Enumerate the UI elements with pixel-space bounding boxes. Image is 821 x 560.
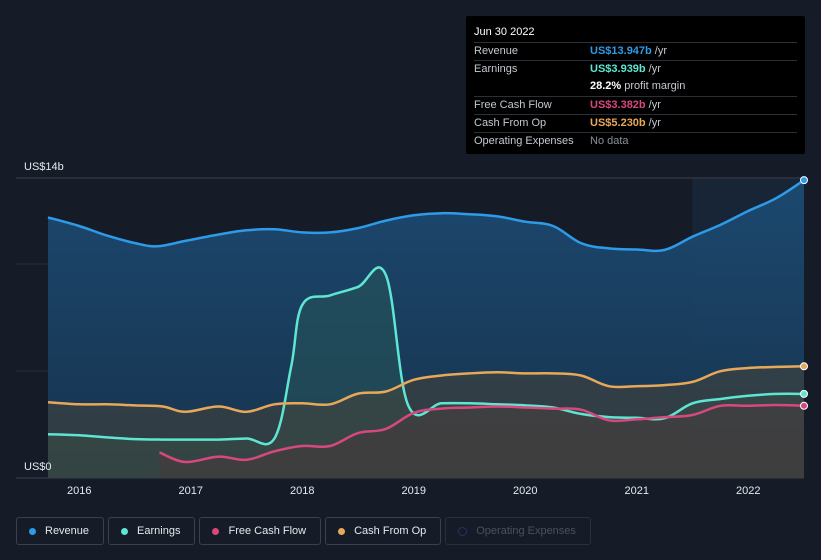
tooltip-row-value: US$3.939b/yr bbox=[590, 63, 661, 76]
x-tick-label: 2018 bbox=[290, 485, 314, 497]
tooltip-row-value: 28.2% profit margin bbox=[590, 80, 686, 93]
y-axis-bottom-label: US$0 bbox=[24, 461, 52, 473]
legend-item-operating-expenses[interactable]: Operating Expenses bbox=[445, 517, 591, 545]
tooltip-row-value: US$5.230b/yr bbox=[590, 116, 661, 129]
revenue-line bbox=[47, 179, 805, 253]
legend-label: Free Cash Flow bbox=[228, 525, 307, 537]
tooltip-row-profit-margin: 28.2% profit margin bbox=[474, 78, 797, 95]
tooltip-row-label bbox=[474, 78, 590, 95]
tooltip-rows: Revenue US$13.947b/yr Earnings US$3.939b/yr… bbox=[474, 42, 797, 150]
tooltip-row-label: Revenue bbox=[474, 45, 519, 57]
tooltip-row-free-cash-flow: Free Cash Flow US$3.382b/yr bbox=[474, 95, 797, 114]
x-tick-label: 2019 bbox=[401, 485, 425, 497]
tooltip-row-label: Operating Expenses bbox=[474, 134, 574, 147]
tooltip-date: Jun 30 2022 bbox=[474, 26, 535, 38]
tooltip-row-label: Earnings bbox=[474, 63, 518, 76]
tooltip-row-earnings: Earnings US$3.939b/yr bbox=[474, 60, 797, 78]
x-tick-label: 2016 bbox=[67, 485, 91, 497]
y-axis-top-label: US$14b bbox=[24, 161, 64, 173]
legend-label: Earnings bbox=[137, 525, 181, 537]
revenue-endpoint bbox=[800, 176, 808, 185]
free-cash-flow-line bbox=[159, 403, 805, 464]
tooltip-row-label: Free Cash Flow bbox=[474, 98, 552, 111]
x-tick-label: 2020 bbox=[513, 485, 537, 497]
x-axis-ticks: 2016 2017 2018 2019 2020 2021 2022 bbox=[67, 485, 761, 497]
legend-label: Operating Expenses bbox=[476, 525, 576, 537]
legend-dot-icon bbox=[338, 527, 346, 535]
series-endpoints bbox=[800, 176, 808, 410]
tooltip-row-revenue: Revenue US$13.947b/yr bbox=[474, 42, 797, 60]
legend-dot-icon bbox=[121, 527, 129, 535]
cash-from-op-endpoint bbox=[800, 362, 808, 371]
legend-item-free-cash-flow[interactable]: Free Cash Flow bbox=[199, 517, 322, 545]
legend-dot-icon bbox=[458, 526, 468, 536]
tooltip-row-operating-expenses: Operating Expenses No data bbox=[474, 131, 797, 150]
tooltip-row-value: US$13.947b/yr bbox=[590, 45, 667, 57]
x-tick-label: 2021 bbox=[625, 485, 649, 497]
tooltip-row-value: US$3.382b/yr bbox=[590, 98, 661, 111]
legend-label: Revenue bbox=[45, 525, 90, 537]
x-tick-label: 2017 bbox=[178, 485, 202, 497]
cash-from-op-line bbox=[47, 365, 805, 414]
tooltip-row-label: Cash From Op bbox=[474, 116, 547, 129]
legend-dot-icon bbox=[29, 527, 36, 535]
legend-item-revenue[interactable]: Revenue bbox=[16, 517, 105, 545]
cash-from-op-area bbox=[48, 366, 804, 478]
series-lines bbox=[47, 179, 805, 464]
legend-dot-icon bbox=[212, 527, 220, 535]
legend-label: Cash From Op bbox=[354, 525, 427, 537]
x-tick-label: 2022 bbox=[736, 485, 760, 497]
tooltip-row-value: No data bbox=[590, 134, 629, 147]
tooltip-row-cash-from-op: Cash From Op US$5.230b/yr bbox=[474, 113, 797, 132]
legend: Revenue Earnings Free Cash Flow Cash From O… bbox=[16, 517, 595, 545]
series-areas bbox=[48, 180, 804, 478]
legend-item-earnings[interactable]: Earnings bbox=[108, 517, 196, 545]
free-cash-flow-endpoint bbox=[800, 401, 808, 410]
earnings-endpoint bbox=[800, 389, 808, 398]
legend-item-cash-from-op[interactable]: Cash From Op bbox=[325, 517, 442, 545]
tooltip: Jun 30 2022 Revenue US$13.947b/yr Earnings… bbox=[466, 16, 805, 154]
